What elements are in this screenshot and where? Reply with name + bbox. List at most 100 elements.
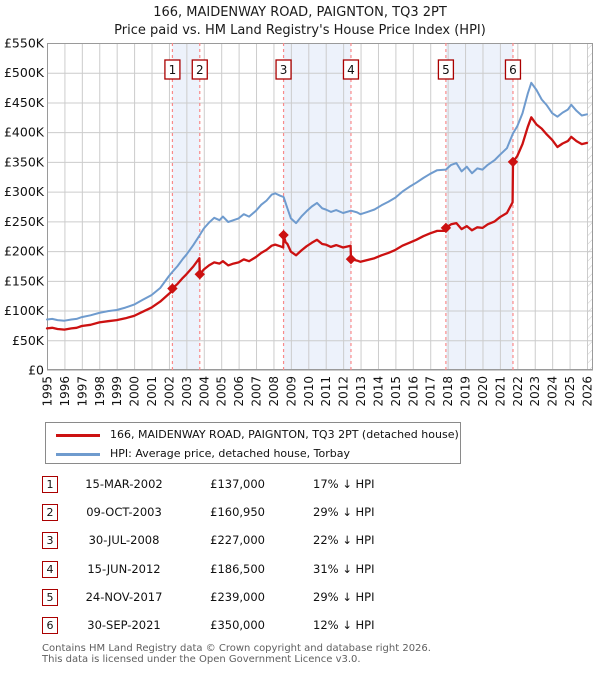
svg-text:£350K: £350K	[4, 154, 45, 169]
svg-text:2016: 2016	[406, 376, 420, 407]
sale-table-row: 4 15-JUN-2012 £186,500 31% ↓ HPI	[0, 560, 600, 579]
page-title: 166, MAIDENWAY ROAD, PAIGNTON, TQ3 2PT	[153, 5, 447, 20]
svg-text:4: 4	[347, 63, 355, 77]
legend-item-property: 166, MAIDENWAY ROAD, PAIGNTON, TQ3 2PT (…	[46, 426, 460, 445]
svg-text:£250K: £250K	[4, 214, 45, 229]
svg-text:£200K: £200K	[4, 244, 45, 259]
sale-price: £239,000	[210, 589, 265, 604]
legend-label-hpi: HPI: Average price, detached house, Torb…	[110, 447, 350, 460]
svg-text:2025: 2025	[563, 376, 577, 407]
svg-text:2004: 2004	[197, 376, 211, 407]
svg-text:2007: 2007	[250, 376, 264, 407]
svg-text:3: 3	[280, 63, 288, 77]
hpi-line-swatch	[56, 453, 100, 456]
footer-licence: This data is licensed under the Open Gov…	[42, 654, 361, 665]
svg-text:2021: 2021	[493, 376, 507, 407]
plot-border	[47, 43, 593, 370]
page-subtitle: Price paid vs. HM Land Registry's House …	[114, 23, 486, 38]
svg-text:5: 5	[442, 63, 450, 77]
sale-date: 30-JUL-2008	[88, 533, 160, 548]
svg-text:£300K: £300K	[4, 184, 45, 199]
svg-text:2014: 2014	[371, 376, 385, 407]
future-hatch-strip	[587, 43, 593, 370]
svg-text:1997: 1997	[75, 376, 89, 407]
svg-text:2012: 2012	[337, 376, 351, 407]
sale-hpi-delta: 31% ↓ HPI	[313, 561, 375, 576]
sale-number-badge: 6	[42, 617, 58, 634]
sale-hpi-delta: 22% ↓ HPI	[313, 533, 375, 548]
sale-hpi-delta: 29% ↓ HPI	[313, 589, 375, 604]
svg-text:1995: 1995	[41, 376, 55, 407]
svg-text:2020: 2020	[476, 376, 490, 407]
sale-table-row: 6 30-SEP-2021 £350,000 12% ↓ HPI	[0, 617, 600, 635]
svg-text:2015: 2015	[389, 376, 403, 407]
x-axis-labels: 1995 1996 1997 1998 1999 2000 2001 2002 2003 2004…	[41, 376, 595, 407]
sale-date: 15-JUN-2012	[87, 561, 161, 576]
svg-text:£450K: £450K	[4, 95, 45, 110]
svg-text:1998: 1998	[93, 376, 107, 407]
sale-number-boxes: 1 2 3 4 5 6	[164, 59, 522, 80]
svg-text:2026: 2026	[581, 376, 595, 407]
hpi-line	[46, 81, 588, 322]
sale-number-badge: 2	[42, 504, 58, 522]
svg-text:2003: 2003	[180, 376, 194, 407]
svg-text:£0: £0	[28, 363, 44, 378]
sale-number-badge: 3	[42, 532, 58, 550]
sale-table-row: 5 24-NOV-2017 £239,000 29% ↓ HPI	[0, 588, 600, 607]
sale-table-row: 3 30-JUL-2008 £227,000 22% ↓ HPI	[0, 532, 600, 550]
svg-text:£50K: £50K	[12, 333, 45, 348]
sale-date: 15-MAR-2002	[85, 477, 163, 491]
sale-table-row: 1 15-MAR-2002 £137,000 17% ↓ HPI	[0, 476, 600, 494]
sale-hpi-delta: 29% ↓ HPI	[313, 505, 375, 520]
property-line-swatch	[56, 434, 100, 437]
svg-text:2010: 2010	[302, 376, 316, 407]
svg-text:1: 1	[169, 63, 177, 77]
svg-text:2022: 2022	[511, 376, 525, 407]
svg-text:1996: 1996	[58, 376, 72, 407]
svg-text:2006: 2006	[232, 376, 246, 407]
svg-text:£100K: £100K	[4, 303, 45, 318]
svg-text:2013: 2013	[354, 376, 368, 407]
sale-date: 09-OCT-2003	[86, 505, 162, 520]
svg-text:2002: 2002	[162, 376, 176, 407]
svg-text:2009: 2009	[284, 376, 298, 407]
ownership-bands	[172, 43, 513, 370]
svg-text:2001: 2001	[145, 376, 159, 407]
svg-text:6: 6	[509, 63, 517, 77]
sale-number-badge: 1	[42, 476, 58, 493]
sale-hpi-delta: 17% ↓ HPI	[313, 477, 375, 491]
svg-text:1999: 1999	[110, 376, 124, 407]
price-history-chart: 1 2 3 4 5 6 £0 £50K £100K £150K £200K £250K £300K £35…	[4, 36, 595, 407]
svg-text:2023: 2023	[528, 376, 542, 407]
sale-date: 30-SEP-2021	[87, 618, 161, 632]
chart-legend: 166, MAIDENWAY ROAD, PAIGNTON, TQ3 2PT (…	[45, 422, 461, 464]
svg-text:2024: 2024	[546, 376, 560, 407]
sale-markers	[167, 156, 519, 294]
sale-price: £137,000	[210, 477, 265, 491]
sale-price: £227,000	[210, 533, 265, 548]
sale-number-badge: 4	[42, 560, 58, 578]
svg-text:£400K: £400K	[4, 125, 45, 140]
footer-copyright: Contains HM Land Registry data © Crown c…	[42, 643, 431, 654]
svg-text:£150K: £150K	[4, 273, 45, 288]
svg-text:£550K: £550K	[4, 36, 45, 51]
svg-text:2018: 2018	[441, 376, 455, 407]
sale-date: 24-NOV-2017	[85, 589, 163, 604]
svg-text:2000: 2000	[128, 376, 142, 407]
svg-text:2017: 2017	[424, 376, 438, 407]
sale-price: £186,500	[210, 561, 265, 576]
sale-date-lines	[171, 43, 514, 370]
svg-text:2: 2	[196, 63, 204, 77]
legend-item-hpi: HPI: Average price, detached house, Torb…	[46, 445, 460, 464]
y-axis-labels: £0 £50K £100K £150K £200K £250K £300K £350K £400…	[4, 36, 45, 378]
svg-text:£500K: £500K	[4, 65, 45, 80]
sale-number-badge: 5	[42, 588, 58, 606]
svg-text:2019: 2019	[459, 376, 473, 407]
sale-price: £350,000	[210, 618, 265, 632]
svg-text:2008: 2008	[267, 376, 281, 407]
sale-price: £160,950	[210, 505, 265, 520]
svg-text:2005: 2005	[215, 376, 229, 407]
svg-text:2011: 2011	[319, 376, 333, 407]
legend-label-property: 166, MAIDENWAY ROAD, PAIGNTON, TQ3 2PT (…	[110, 428, 459, 441]
